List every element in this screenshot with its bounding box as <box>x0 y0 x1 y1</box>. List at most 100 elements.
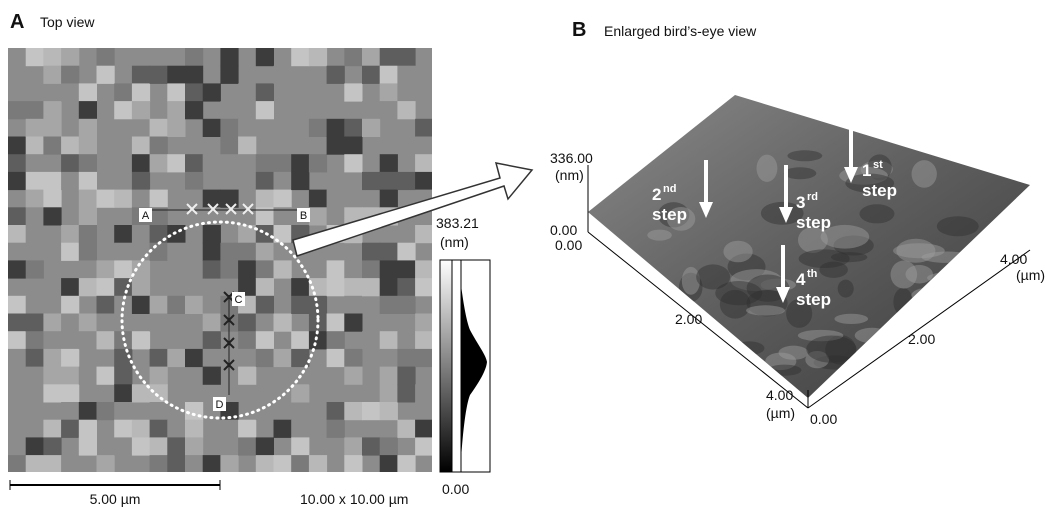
texture-cell <box>185 455 203 473</box>
texture-cell <box>274 420 292 438</box>
step-label: 4 <box>796 270 806 289</box>
texture-cell <box>327 119 345 137</box>
texture-cell <box>203 243 221 261</box>
texture-cell <box>327 190 345 208</box>
texture-cell <box>185 384 203 402</box>
surface-bump <box>927 272 973 283</box>
texture-cell <box>327 331 345 349</box>
texture-cell <box>61 154 79 172</box>
texture-cell <box>274 66 292 84</box>
surface-bump <box>806 335 856 362</box>
texture-cell <box>43 101 61 119</box>
texture-cell <box>203 367 221 385</box>
texture-cell <box>327 207 345 225</box>
surface-bump <box>1025 286 1049 304</box>
texture-cell <box>132 243 150 261</box>
texture-cell <box>238 367 256 385</box>
texture-cell <box>97 367 115 385</box>
texture-cell <box>344 367 362 385</box>
texture-cell <box>185 83 203 101</box>
texture-cell <box>61 402 79 420</box>
texture-cell <box>291 384 309 402</box>
texture-cell <box>185 260 203 278</box>
marker: C <box>235 294 243 306</box>
z-max: 336.00 <box>550 150 593 166</box>
texture-cell <box>79 207 97 225</box>
texture-cell <box>43 384 61 402</box>
right-tick: 4.00 <box>1000 251 1027 267</box>
texture-cell <box>397 48 415 66</box>
surface-bump <box>746 305 785 315</box>
texture-cell <box>380 48 398 66</box>
texture-cell <box>291 296 309 314</box>
left-unit: (µm) <box>766 405 795 421</box>
texture-cell <box>114 243 132 261</box>
texture-cell <box>344 190 362 208</box>
texture-cell <box>415 437 433 455</box>
texture-cell <box>415 137 433 155</box>
texture-cell <box>327 278 345 296</box>
texture-cell <box>8 296 26 314</box>
texture-cell <box>185 48 203 66</box>
texture-cell <box>220 243 238 261</box>
surface-bump <box>647 230 672 241</box>
texture-cell <box>415 349 433 367</box>
texture-cell <box>61 48 79 66</box>
texture-cell <box>220 260 238 278</box>
texture-cell <box>8 207 26 225</box>
texture-cell <box>238 225 256 243</box>
texture-cell <box>274 455 292 473</box>
texture-cell <box>26 455 44 473</box>
texture-cell <box>150 349 168 367</box>
texture-cell <box>26 207 44 225</box>
surface-bump <box>922 252 973 263</box>
texture-cell <box>203 260 221 278</box>
texture-cell <box>79 83 97 101</box>
step-label: 2 <box>652 185 661 204</box>
texture-cell <box>362 331 380 349</box>
texture-cell <box>26 402 44 420</box>
panel-letter: B <box>572 19 586 41</box>
scale-max: 383.21 <box>436 215 479 231</box>
figure: A Top view A B C D 383.21 (nm) 0.00 5.00… <box>0 0 1049 510</box>
texture-cell <box>79 367 97 385</box>
texture-cell <box>185 420 203 438</box>
texture-cell <box>26 296 44 314</box>
marker: D <box>216 399 224 411</box>
texture-cell <box>291 437 309 455</box>
texture-cell <box>344 83 362 101</box>
texture-cell <box>362 66 380 84</box>
texture-cell <box>79 278 97 296</box>
texture-cell <box>61 243 79 261</box>
texture-cell <box>61 384 79 402</box>
texture-cell <box>185 101 203 119</box>
texture-cell <box>274 260 292 278</box>
texture-cell <box>26 331 44 349</box>
texture-cell <box>344 154 362 172</box>
texture-cell <box>150 437 168 455</box>
texture-cell <box>256 349 274 367</box>
texture-cell <box>167 455 185 473</box>
texture-cell <box>397 83 415 101</box>
texture-cell <box>185 172 203 190</box>
image-size: 10.00 x 10.00 µm <box>300 491 408 507</box>
surface-bump <box>834 314 868 324</box>
texture-cell <box>150 420 168 438</box>
texture-cell <box>8 349 26 367</box>
texture-cell <box>238 243 256 261</box>
texture-cell <box>256 101 274 119</box>
texture-cell <box>185 349 203 367</box>
surface-bump <box>893 288 912 316</box>
texture-cell <box>167 437 185 455</box>
texture-cell <box>132 278 150 296</box>
texture-cell <box>79 137 97 155</box>
texture-cell <box>43 207 61 225</box>
texture-cell <box>132 225 150 243</box>
texture-cell <box>43 119 61 137</box>
right-tick: 0.00 <box>810 411 837 427</box>
texture-cell <box>8 243 26 261</box>
texture-cell <box>327 314 345 332</box>
texture-cell <box>43 420 61 438</box>
texture-cell <box>220 154 238 172</box>
texture-cell <box>397 420 415 438</box>
